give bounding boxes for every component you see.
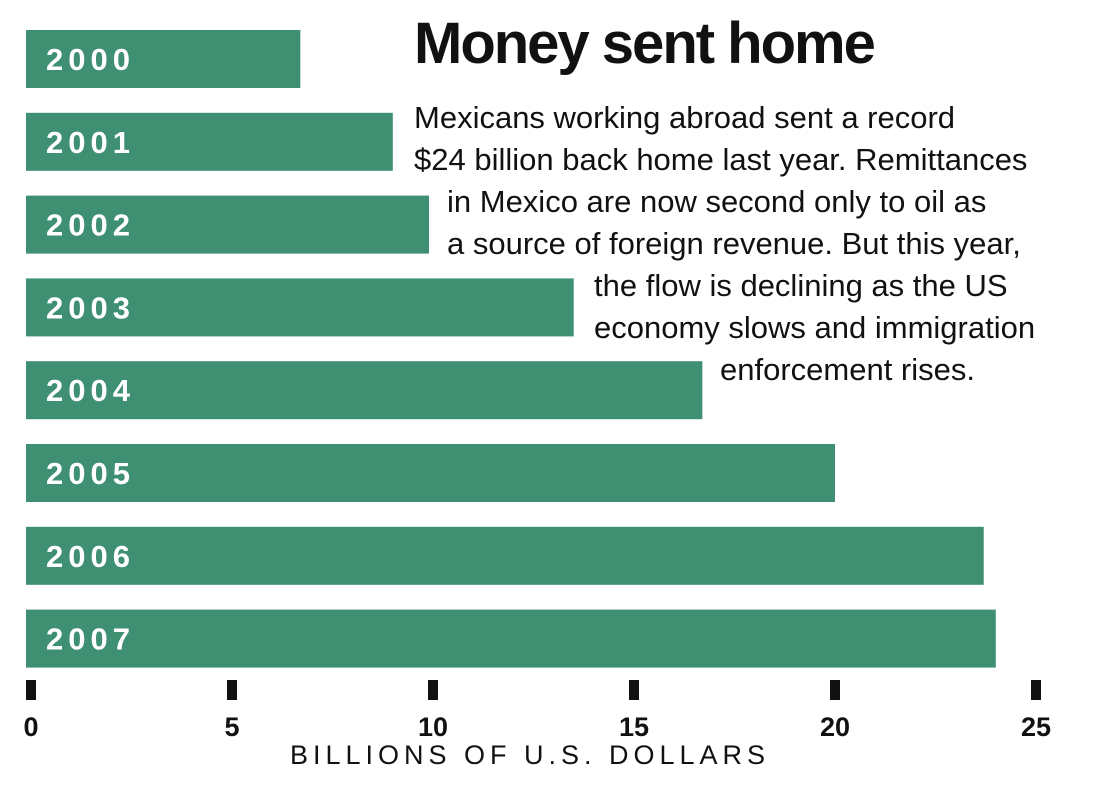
subtitle-line-2: $24 billion back home last year. Remitta… — [414, 142, 1028, 177]
bar-label-2001: 2001 — [46, 125, 135, 160]
bar-label-2007: 2007 — [46, 622, 135, 657]
x-axis-label: BILLIONS OF U.S. DOLLARS — [289, 740, 771, 770]
x-tick-label-15: 15 — [619, 712, 649, 742]
bar-2001 — [26, 112, 393, 171]
subtitle-line-1: Mexicans working abroad sent a record — [414, 100, 956, 135]
x-tick-label-5: 5 — [224, 712, 239, 742]
bar-2005 — [26, 444, 835, 502]
bar-2003 — [26, 278, 574, 337]
bar-2006 — [26, 526, 984, 585]
x-tick-mark-20 — [830, 680, 840, 700]
bar-label-2004: 2004 — [46, 373, 135, 408]
bar-label-2006: 2006 — [46, 539, 135, 574]
x-tick-mark-15 — [629, 680, 639, 700]
subtitle-line-3: in Mexico are now second only to oil as — [447, 184, 987, 219]
bar-label-2005: 2005 — [46, 456, 135, 491]
bar-2002 — [26, 195, 429, 254]
bar-label-2000: 2000 — [46, 42, 135, 77]
subtitle-line-5: the flow is declining as the US — [594, 268, 1008, 303]
x-tick-label-20: 20 — [820, 712, 850, 742]
x-tick-label-0: 0 — [23, 712, 38, 742]
bar-2000 — [26, 30, 301, 88]
x-tick-mark-5 — [227, 680, 237, 700]
x-tick-label-10: 10 — [418, 712, 448, 742]
subtitle-line-4: a source of foreign revenue. But this ye… — [447, 226, 1021, 261]
bar-2004 — [26, 361, 703, 420]
chart-title: Money sent home — [414, 11, 876, 76]
bar-label-2003: 2003 — [46, 290, 135, 325]
x-tick-mark-0 — [26, 680, 36, 700]
bar-label-2002: 2002 — [46, 208, 135, 243]
bar-2007 — [26, 609, 996, 668]
subtitle-line-6: economy slows and immigration — [594, 310, 1036, 345]
x-tick-mark-25 — [1031, 680, 1041, 700]
subtitle-line-7: enforcement rises. — [720, 352, 975, 387]
x-tick-mark-10 — [428, 680, 438, 700]
x-tick-label-25: 25 — [1021, 712, 1051, 742]
